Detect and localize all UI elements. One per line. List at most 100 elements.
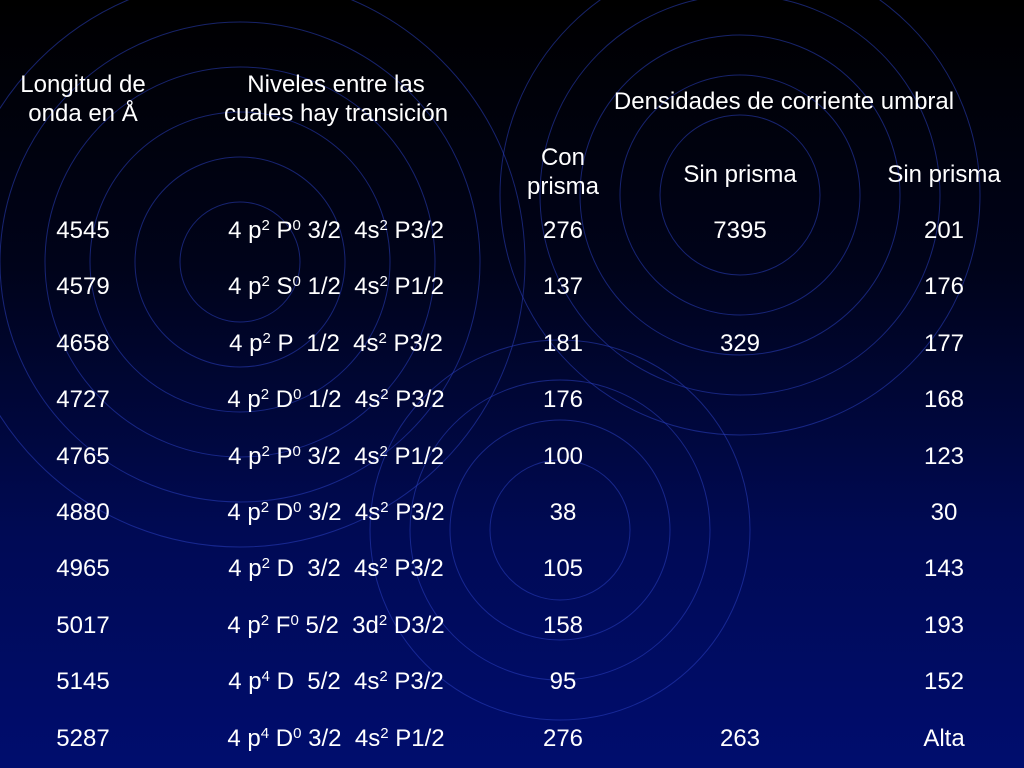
cell-wavelength: 4965 [56,555,110,582]
transition-text: D [269,725,294,752]
cell-sin2: Alta [923,725,965,752]
transition-text: P3/2 [387,555,444,582]
superscript: 4 [261,668,270,685]
cell-wavelength: 4727 [56,386,110,413]
cell-transition: 4 p2 P 1/2 4s2 P3/2 [229,329,443,358]
superscript: 2 [379,668,388,685]
cell-sin2: 177 [923,330,965,357]
superscript: 2 [262,330,271,347]
header-con-prisma-line2: prisma [526,173,600,200]
transition-text: 3/2 4s [300,443,380,470]
transition-text: D3/2 [387,612,445,639]
transition-text: P1/2 [387,443,444,470]
cell-sin2: 201 [923,217,965,244]
header-con-prisma: Con prisma [527,143,599,201]
cell-wavelength: 4579 [56,273,110,300]
cell-sin2: 152 [923,668,965,695]
superscript: 0 [290,612,299,629]
superscript: 2 [261,555,270,572]
superscript: 0 [292,273,301,290]
transition-text: 1/2 4s [301,386,381,413]
cell-sin1: 263 [719,725,761,752]
transition-text: 4 p [227,612,261,639]
header-wavelength: Longitud de onda en Å [20,70,145,128]
transition-text: P1/2 [388,725,445,752]
cell-con: 158 [542,612,584,639]
transition-text: 4 p [227,386,261,413]
superscript: 2 [379,555,388,572]
cell-wavelength: 5145 [56,668,110,695]
superscript: 2 [379,217,388,234]
superscript: 2 [379,443,388,460]
superscript: 2 [260,499,270,516]
cell-transition: 4 p2 F0 5/2 3d2 D3/2 [227,611,444,640]
transition-text: 4 p [228,273,262,300]
cell-sin2: 30 [930,499,958,526]
transition-text: P1/2 [387,273,444,300]
transition-text: D 5/2 4s [269,668,380,695]
cell-wavelength: 4545 [56,217,110,244]
header-sin-prisma-1: Sin prisma [683,161,797,188]
header-levels: Niveles entre las cuales hay transición [224,70,448,128]
transition-text: P3/2 [388,386,445,413]
header-levels-line1: Niveles entre las [247,71,425,98]
cell-wavelength: 5017 [56,612,110,639]
transition-text: P3/2 [386,330,443,357]
transition-text: P3/2 [388,499,445,526]
cell-con: 38 [549,499,577,526]
header-wavelength-line1: Longitud de [20,71,146,98]
superscript: 2 [378,330,387,347]
cell-wavelength: 4880 [56,499,110,526]
cell-sin1: 329 [719,330,761,357]
transition-text: 1/2 4s [300,273,380,300]
transition-text: D [269,386,294,413]
transition-text: 4 p [228,555,262,582]
transition-text: 4 p [228,668,262,695]
transition-text: 4 p [227,499,261,526]
superscript: 2 [379,273,388,290]
cell-sin2: 168 [923,386,965,413]
superscript: 0 [292,443,301,460]
cell-sin2: 176 [923,273,965,300]
transition-text: 3/2 4s [301,499,381,526]
transition-text: D [269,499,294,526]
header-group-current-density: Densidades de corriente umbral [613,88,955,115]
superscript: 2 [380,725,389,742]
superscript: 0 [293,499,302,516]
cell-con: 176 [542,386,584,413]
superscript: 2 [260,612,270,629]
cell-transition: 4 p2 P0 3/2 4s2 P1/2 [228,442,444,471]
cell-con: 276 [542,217,584,244]
transition-text: 4 p [227,725,261,752]
transition-text: 3/2 4s [300,217,380,244]
cell-transition: 4 p2 P0 3/2 4s2 P3/2 [228,216,444,245]
transition-text: D 3/2 4s [269,555,380,582]
cell-con: 100 [542,443,584,470]
header-levels-line2: cuales hay transición [223,100,449,127]
superscript: 0 [293,386,302,403]
transition-text: 5/2 3d [298,612,379,639]
cell-transition: 4 p2 D0 1/2 4s2 P3/2 [227,385,444,414]
superscript: 2 [261,443,270,460]
cell-sin2: 193 [923,612,965,639]
cell-transition: 4 p4 D 5/2 4s2 P3/2 [228,667,444,696]
cell-con: 181 [542,330,584,357]
transition-text: 4 p [229,330,263,357]
cell-wavelength: 4658 [56,330,110,357]
cell-transition: 4 p2 D 3/2 4s2 P3/2 [228,554,444,583]
superscript: 2 [261,273,270,290]
superscript: 0 [292,217,301,234]
transition-text: P [269,443,293,470]
cell-transition: 4 p4 D0 3/2 4s2 P1/2 [227,724,444,753]
superscript: 2 [380,499,389,516]
cell-transition: 4 p2 D0 3/2 4s2 P3/2 [227,498,444,527]
superscript: 2 [260,386,270,403]
transition-text: 4 p [228,443,262,470]
transition-text: P3/2 [387,217,444,244]
cell-wavelength: 4765 [56,443,110,470]
transition-text: 3/2 4s [301,725,381,752]
cell-con: 95 [549,668,577,695]
transition-text: S [269,273,293,300]
cell-wavelength: 5287 [56,725,110,752]
